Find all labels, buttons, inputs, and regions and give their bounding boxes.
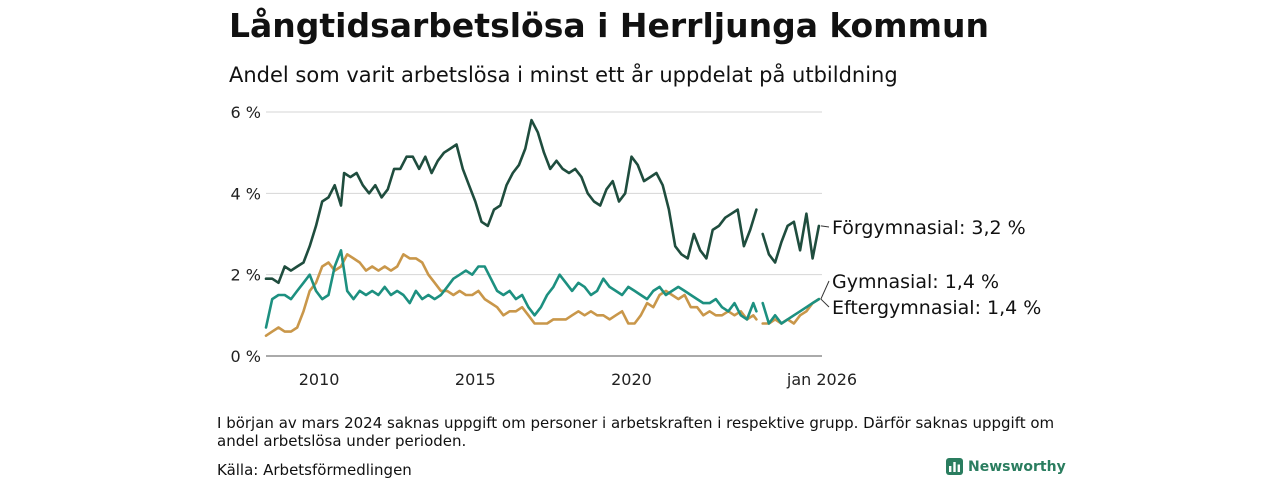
series-label-gymnasial: Gymnasial: 1,4 % [832, 271, 999, 293]
series-label-eftergymnasial: Eftergymnasial: 1,4 % [832, 297, 1041, 319]
y-axis: 0 % 2 % 4 % 6 % [231, 103, 261, 366]
series-line-eftergymnasial [264, 249, 821, 329]
x-tick-label: 2020 [611, 370, 652, 389]
gridlines [266, 111, 822, 357]
y-tick-label: 0 % [231, 347, 261, 366]
brand-logo: Newsworthy [946, 458, 1066, 475]
bar-chart-icon [946, 458, 963, 475]
footnote: I början av mars 2024 saknas uppgift om … [217, 414, 1055, 450]
series-lines [264, 118, 821, 337]
series-end-labels: Förgymnasial: 3,2 % Gymnasial: 1,4 % Efter… [820, 217, 1041, 319]
chart-subtitle: Andel som varit arbetslösa i minst ett å… [229, 63, 898, 87]
label-leader-line [820, 298, 830, 308]
brand-name: Newsworthy [968, 458, 1066, 475]
x-tick-label: 2010 [299, 370, 340, 389]
label-leader-line [820, 225, 830, 228]
source-note: Källa: Arbetsförmedlingen [217, 461, 412, 479]
series-line-förgymnasial [264, 118, 821, 285]
series-label-förgymnasial: Förgymnasial: 3,2 % [832, 217, 1026, 239]
x-tick-label: 2015 [455, 370, 496, 389]
label-leader-line [820, 280, 830, 300]
y-tick-label: 4 % [231, 184, 261, 203]
chart-title: Långtidsarbetslösa i Herrljunga kommun [229, 6, 989, 45]
y-tick-label: 6 % [231, 103, 261, 122]
x-axis: 2010 2015 2020 jan 2026 [299, 370, 857, 389]
y-tick-label: 2 % [231, 266, 261, 285]
x-tick-label: jan 2026 [786, 370, 857, 389]
